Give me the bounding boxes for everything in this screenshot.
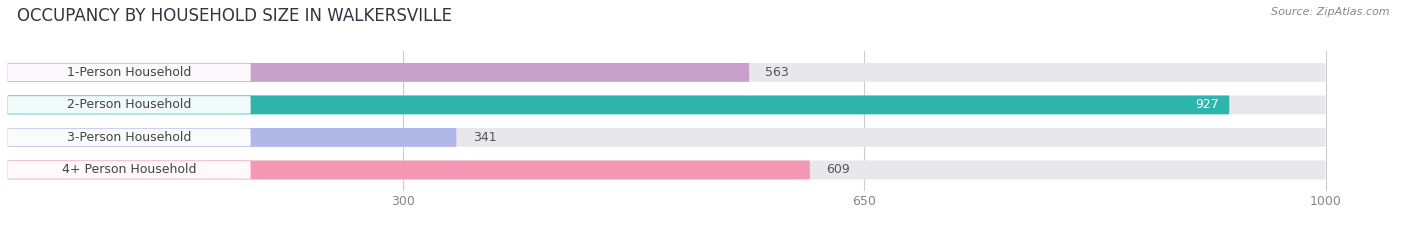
FancyBboxPatch shape — [7, 161, 1326, 179]
FancyBboxPatch shape — [7, 63, 749, 82]
Text: 341: 341 — [472, 131, 496, 144]
Text: OCCUPANCY BY HOUSEHOLD SIZE IN WALKERSVILLE: OCCUPANCY BY HOUSEHOLD SIZE IN WALKERSVI… — [17, 7, 451, 25]
FancyBboxPatch shape — [7, 161, 810, 179]
Text: 927: 927 — [1195, 98, 1219, 111]
Text: 4+ Person Household: 4+ Person Household — [62, 163, 197, 176]
FancyBboxPatch shape — [7, 64, 250, 81]
FancyBboxPatch shape — [7, 128, 1326, 147]
Text: 1-Person Household: 1-Person Household — [67, 66, 191, 79]
FancyBboxPatch shape — [7, 161, 250, 179]
Text: Source: ZipAtlas.com: Source: ZipAtlas.com — [1271, 7, 1389, 17]
Text: 609: 609 — [827, 163, 849, 176]
Text: 3-Person Household: 3-Person Household — [67, 131, 191, 144]
Text: 563: 563 — [765, 66, 789, 79]
FancyBboxPatch shape — [7, 128, 457, 147]
FancyBboxPatch shape — [7, 63, 1326, 82]
FancyBboxPatch shape — [7, 96, 250, 114]
Text: 2-Person Household: 2-Person Household — [67, 98, 191, 111]
FancyBboxPatch shape — [7, 96, 1229, 114]
FancyBboxPatch shape — [7, 129, 250, 146]
FancyBboxPatch shape — [7, 96, 1326, 114]
